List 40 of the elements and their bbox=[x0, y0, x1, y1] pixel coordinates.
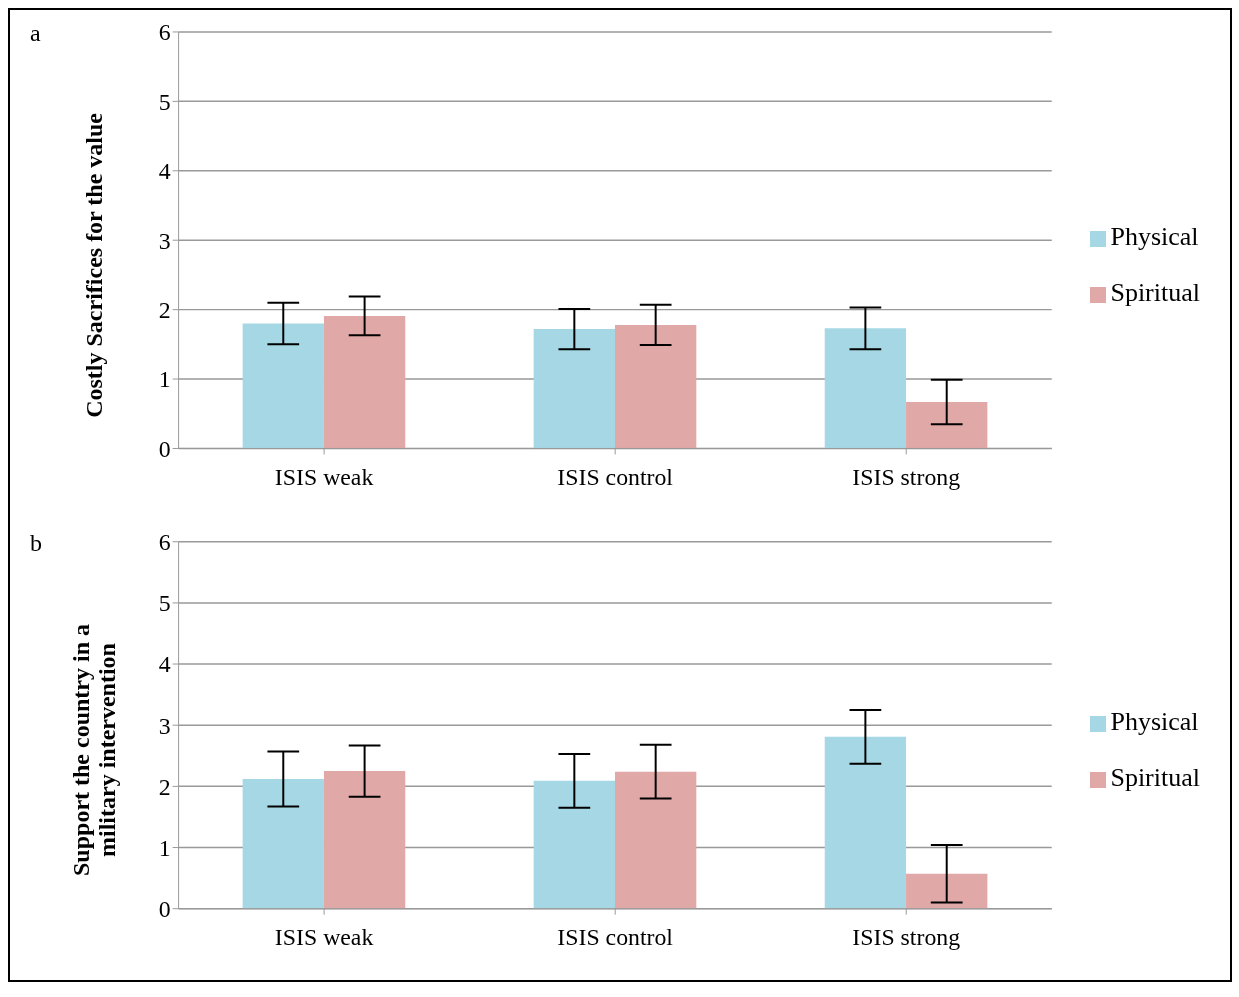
legend-label: Spiritual bbox=[1110, 278, 1200, 307]
bar bbox=[615, 324, 697, 449]
legend-label: Physical bbox=[1110, 707, 1199, 736]
y-tick-label: 5 bbox=[158, 590, 171, 617]
bar bbox=[242, 779, 325, 909]
bar bbox=[615, 771, 697, 909]
bar bbox=[906, 401, 988, 449]
y-tick-label: 6 bbox=[158, 529, 171, 556]
legend-label: Physical bbox=[1110, 222, 1199, 251]
y-tick-label: 4 bbox=[158, 651, 171, 678]
x-tick-label: ISIS control bbox=[557, 924, 674, 951]
bar bbox=[824, 328, 907, 449]
y-axis-title: Costly Sacrifices for the value bbox=[81, 112, 108, 418]
y-tick-label: 1 bbox=[158, 834, 171, 861]
y-tick-label: 3 bbox=[158, 712, 171, 739]
y-tick-label: 5 bbox=[158, 88, 171, 115]
y-tick-label: 6 bbox=[158, 19, 171, 46]
chart-title: a bbox=[29, 19, 42, 48]
y-tick-label: 2 bbox=[158, 773, 171, 800]
x-tick-label: ISIS strong bbox=[852, 924, 961, 951]
bar bbox=[324, 315, 406, 449]
x-tick-label: ISIS control bbox=[557, 464, 674, 491]
x-tick-label: ISIS weak bbox=[275, 464, 374, 491]
bar bbox=[324, 771, 406, 909]
chart-title: b bbox=[29, 529, 43, 558]
bar bbox=[533, 780, 616, 909]
y-axis-title: Support the country in a military intervention bbox=[68, 623, 121, 879]
x-tick-label: ISIS weak bbox=[275, 924, 374, 951]
bar bbox=[242, 323, 325, 449]
y-tick-label: 2 bbox=[158, 297, 171, 324]
y-tick-label: 4 bbox=[158, 158, 171, 185]
bar bbox=[533, 329, 616, 449]
y-tick-label: 0 bbox=[158, 435, 171, 462]
y-tick-label: 1 bbox=[158, 366, 171, 393]
bar bbox=[906, 873, 988, 909]
y-tick-label: 3 bbox=[158, 227, 171, 254]
bar bbox=[824, 736, 907, 909]
legend-label: Spiritual bbox=[1110, 763, 1200, 792]
x-tick-label: ISIS strong bbox=[852, 464, 961, 491]
y-tick-label: 0 bbox=[158, 896, 171, 923]
